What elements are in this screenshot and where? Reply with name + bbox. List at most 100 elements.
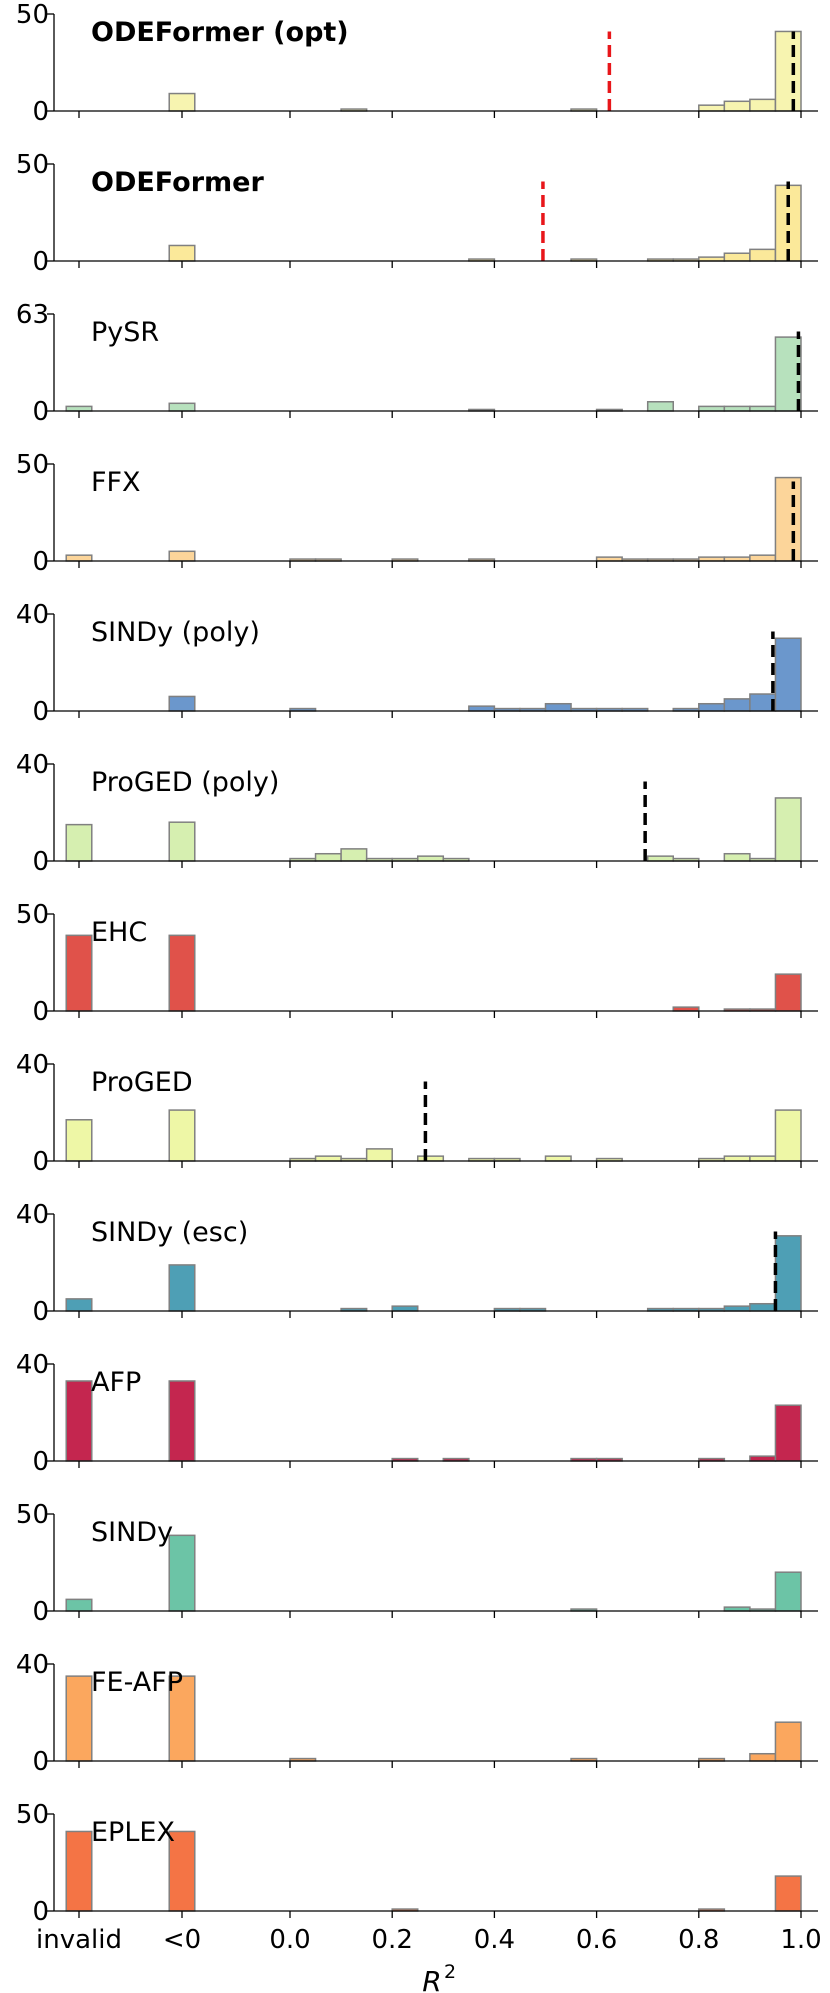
bar-r2-19: [774, 1571, 802, 1612]
x-tick-label: <0: [163, 1925, 201, 1955]
bar-r2-17: [723, 405, 751, 412]
bar-r2-10: [544, 1155, 572, 1162]
panel-label: ODEFormer (opt): [91, 17, 349, 48]
bar-neg: [168, 244, 196, 262]
bar-r2-19: [774, 1109, 802, 1162]
bar-r2-1: [314, 1155, 342, 1162]
y-tick-label: 0: [32, 97, 49, 127]
panel-0: 0 50 ODEFormer (opt): [16, 0, 818, 127]
y-tick-label: 0: [32, 1147, 49, 1177]
y-tick-label: 50: [16, 1500, 49, 1530]
y-tick-label: 0: [32, 847, 49, 877]
bar-neg: [168, 1380, 196, 1462]
panel-10: 0 50 SINDy: [16, 1500, 818, 1627]
x-tick-label: 1.0: [780, 1925, 821, 1955]
bar-invalid: [65, 405, 93, 412]
bar-r2-3: [365, 1148, 393, 1162]
y-tick-label: 0: [32, 1897, 49, 1927]
bar-r2-18: [749, 1455, 777, 1462]
bar-r2-4: [391, 1305, 419, 1312]
bar-invalid: [65, 823, 93, 862]
bar-r2-19: [774, 973, 802, 1012]
bar-r2-17: [723, 1155, 751, 1162]
bar-r2-19: [774, 797, 802, 862]
bar-r2-19: [774, 1235, 802, 1312]
y-tick-label: 50: [16, 450, 49, 480]
bar-r2-18: [749, 1302, 777, 1312]
y-tick-label: 50: [16, 900, 49, 930]
x-tick-label: 0.0: [269, 1925, 310, 1955]
bar-neg: [168, 1675, 196, 1762]
bar-neg: [168, 1109, 196, 1162]
bar-r2-19: [774, 1721, 802, 1762]
panel-label: SINDy: [91, 1517, 173, 1548]
bar-neg: [168, 821, 196, 862]
panel-label: SINDy (poly): [91, 617, 260, 648]
bar-r2-18: [749, 1155, 777, 1162]
bar-r2-18: [749, 98, 777, 112]
panel-9: 0 40 AFP: [16, 1350, 818, 1477]
bar-invalid: [65, 1380, 93, 1462]
panel-label: FE-AFP: [91, 1667, 183, 1698]
y-tick-label: 0: [32, 697, 49, 727]
bar-invalid: [65, 1598, 93, 1612]
y-tick-label: 0: [32, 247, 49, 277]
panel-3: 0 50 FFX: [16, 450, 818, 577]
bar-r2-19: [774, 30, 802, 112]
bar-r2-17: [723, 698, 751, 712]
y-tick-label: 50: [16, 0, 49, 30]
y-tick-label: 0: [32, 547, 49, 577]
panel-label: AFP: [91, 1367, 141, 1398]
bar-r2-16: [698, 104, 726, 112]
bar-r2-18: [749, 1752, 777, 1762]
y-tick-label: 40: [16, 1200, 49, 1230]
bar-invalid: [65, 1298, 93, 1312]
x-tick-label: 0.2: [372, 1925, 413, 1955]
bar-neg: [168, 550, 196, 562]
x-tick-label: 0.6: [576, 1925, 617, 1955]
y-tick-label: 40: [16, 600, 49, 630]
bar-r2-17: [723, 1305, 751, 1312]
bar-invalid: [65, 1119, 93, 1162]
bar-invalid: [65, 1830, 93, 1912]
panel-4: 0 40 SINDy (poly): [16, 600, 818, 727]
bar-invalid: [65, 1675, 93, 1762]
bar-neg: [168, 92, 196, 112]
bar-neg: [168, 695, 196, 712]
panel-label: ODEFormer: [91, 167, 264, 198]
bar-r2-18: [749, 554, 777, 562]
bar-r2-19: [774, 1404, 802, 1462]
bar-r2-7: [468, 705, 496, 712]
bar-r2-18: [749, 405, 777, 412]
bar-r2-14: [646, 855, 675, 862]
panel-5: 0 40 ProGED (poly): [16, 750, 818, 877]
panel-label: EHC: [91, 917, 147, 948]
bar-r2-18: [749, 248, 777, 262]
y-tick-label: 0: [32, 1297, 49, 1327]
bar-neg: [168, 402, 196, 412]
bar-neg: [168, 934, 196, 1012]
panel-label: SINDy (esc): [91, 1217, 248, 1248]
y-tick-label: 0: [32, 397, 49, 427]
panel-2: 0 63 PySR: [16, 300, 818, 427]
bar-r2-1: [314, 852, 342, 862]
bar-r2-19: [774, 476, 802, 562]
bar-invalid: [65, 934, 93, 1012]
bar-r2-19: [774, 1875, 802, 1912]
x-axis-title: R: [422, 1965, 441, 1993]
y-tick-label: 40: [16, 750, 49, 780]
panel-label: PySR: [91, 317, 159, 348]
bar-r2-16: [698, 405, 726, 412]
bar-r2-17: [723, 852, 751, 862]
y-tick-label: 0: [32, 997, 49, 1027]
y-tick-label: 50: [16, 1800, 49, 1830]
bar-r2-17: [723, 100, 751, 112]
panel-6: 0 50 EHC: [16, 900, 818, 1027]
y-tick-label: 40: [16, 1350, 49, 1380]
x-tick-label: invalid: [36, 1925, 122, 1955]
bar-r2-5: [417, 855, 445, 862]
bar-r2-2: [340, 848, 368, 862]
panel-label: ProGED: [91, 1067, 193, 1098]
panel-8: 0 40 SINDy (esc): [16, 1200, 818, 1327]
